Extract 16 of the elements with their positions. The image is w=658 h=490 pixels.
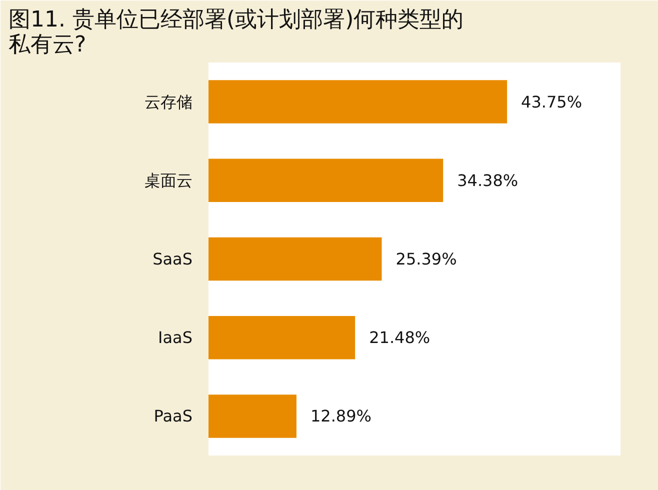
data-label: 25.39% bbox=[396, 250, 457, 268]
bar bbox=[208, 237, 382, 281]
y-tick-label: IaaS bbox=[158, 328, 192, 348]
bar bbox=[208, 158, 444, 202]
chart-title: 图11. 贵单位已经部署(或计划部署)何种类型的私有云? bbox=[8, 8, 464, 58]
bar bbox=[208, 80, 508, 124]
y-tick-label: PaaS bbox=[154, 406, 193, 426]
data-label: 43.75% bbox=[521, 92, 582, 112]
y-tick-label: 云存储 bbox=[144, 92, 192, 112]
data-label: 34.38% bbox=[457, 170, 518, 190]
bar bbox=[208, 316, 356, 360]
data-label: 21.48% bbox=[369, 328, 430, 348]
data-label: 12.89% bbox=[310, 406, 372, 426]
y-tick-label: 桌面云 bbox=[144, 170, 192, 190]
y-tick-label: SaaS bbox=[152, 250, 192, 268]
bar bbox=[208, 394, 296, 438]
